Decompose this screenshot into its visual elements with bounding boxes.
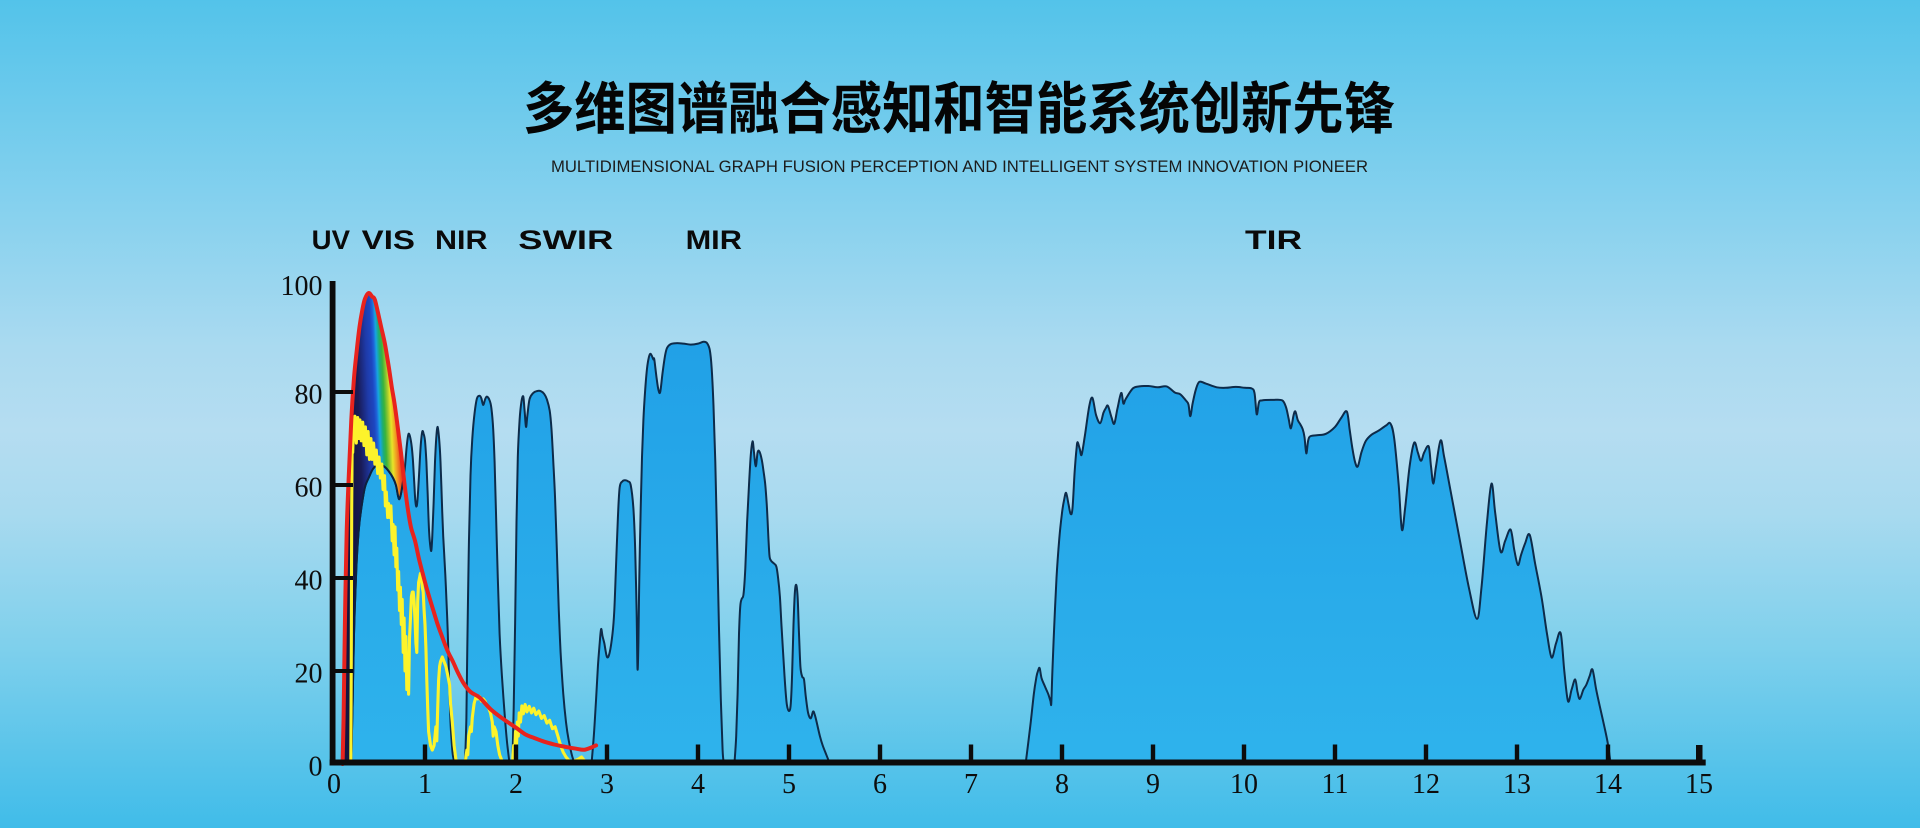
- svg-text:12: 12: [1412, 769, 1440, 800]
- svg-text:20: 20: [295, 659, 323, 690]
- svg-text:4: 4: [691, 769, 705, 800]
- svg-text:11: 11: [1322, 769, 1349, 800]
- svg-text:100: 100: [281, 271, 323, 302]
- svg-text:MIR: MIR: [686, 225, 742, 255]
- svg-text:VIS: VIS: [362, 225, 415, 255]
- svg-text:0: 0: [309, 752, 323, 783]
- svg-text:TIR: TIR: [1245, 225, 1302, 255]
- svg-text:2: 2: [509, 769, 523, 800]
- svg-text:7: 7: [964, 769, 978, 800]
- svg-text:5: 5: [782, 769, 796, 800]
- svg-text:60: 60: [295, 473, 323, 504]
- svg-text:0: 0: [327, 769, 341, 800]
- svg-text:15: 15: [1685, 769, 1713, 800]
- svg-text:40: 40: [295, 566, 323, 597]
- svg-text:UV: UV: [312, 225, 351, 255]
- svg-text:1: 1: [418, 769, 432, 800]
- svg-text:NIR: NIR: [435, 225, 488, 255]
- svg-text:MULTIDIMENSIONAL GRAPH FUSION: MULTIDIMENSIONAL GRAPH FUSION PERCEPTION…: [551, 157, 1368, 176]
- svg-text:8: 8: [1055, 769, 1069, 800]
- svg-text:9: 9: [1146, 769, 1160, 800]
- svg-text:14: 14: [1594, 769, 1622, 800]
- svg-text:10: 10: [1230, 769, 1258, 800]
- svg-text:SWIR: SWIR: [518, 225, 613, 255]
- svg-text:13: 13: [1503, 769, 1531, 800]
- svg-text:80: 80: [295, 380, 323, 411]
- svg-text:6: 6: [873, 769, 887, 800]
- svg-text:3: 3: [600, 769, 614, 800]
